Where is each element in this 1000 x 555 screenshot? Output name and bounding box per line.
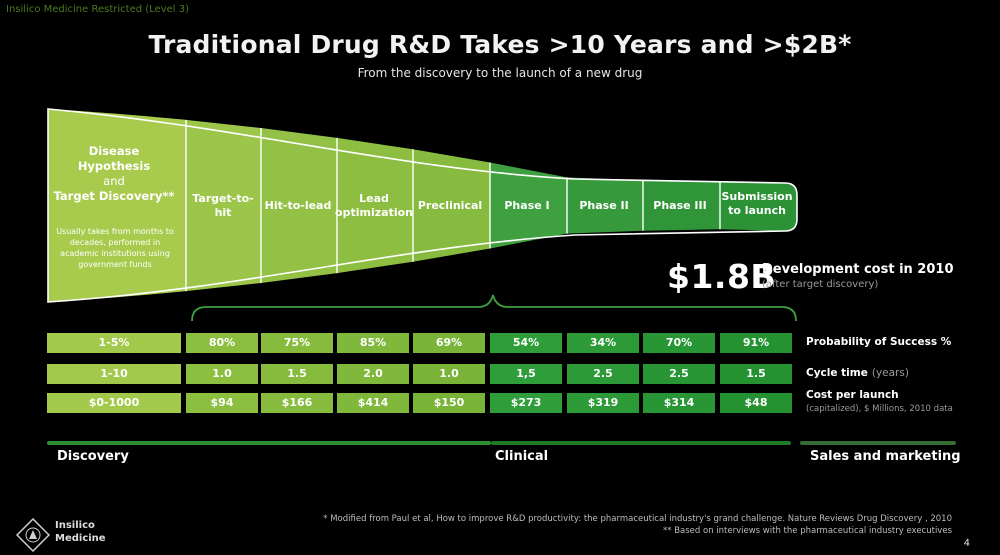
stage-label-6: Phase II — [579, 199, 629, 212]
discovery-phase-bar — [47, 441, 491, 445]
phase-clinical-label: Clinical — [495, 449, 549, 464]
metric-cell: $166 — [261, 393, 333, 413]
metric-cell: 2.5 — [567, 364, 639, 384]
stage-shape-3 — [337, 137, 413, 274]
restricted-label: Insilico Medicine Restricted (Level 3) — [6, 4, 189, 15]
stage-shape-8 — [720, 181, 797, 231]
metric-cell: 1.5 — [720, 364, 792, 384]
metric-cell: $48 — [720, 393, 792, 413]
metric-cell: 69% — [413, 333, 485, 353]
metric-cell: 2.0 — [337, 364, 409, 384]
metric-cell: $273 — [490, 393, 562, 413]
footnote-interviews: ** Based on interviews with the pharmace… — [663, 526, 952, 536]
metric-cell: 80% — [186, 333, 258, 353]
metric-cell: 2.5 — [643, 364, 715, 384]
stage-label-3: Lead optimization — [335, 192, 413, 219]
stage-shape-2 — [261, 128, 337, 283]
stage-disease-title: Disease Hypothesis and Target Discovery*… — [52, 144, 176, 204]
metric-first-cell: 1-10 — [47, 364, 181, 384]
clinical-phase-bar — [491, 441, 791, 445]
phase-sales-label: Sales and marketing — [810, 449, 961, 464]
metric-cell: $150 — [413, 393, 485, 413]
metric-cell: 34% — [567, 333, 639, 353]
metric-cell: 75% — [261, 333, 333, 353]
development-cost-title: Development cost in 2010 — [762, 262, 954, 277]
sales-phase-bar — [800, 441, 956, 445]
metric-row-label: Probability of Success % — [806, 336, 951, 348]
insilico-logo-icon — [16, 518, 50, 552]
stage-label-1: Target-to-hit — [192, 192, 254, 219]
metric-cell: $314 — [643, 393, 715, 413]
metric-cell: 1.0 — [186, 364, 258, 384]
metric-row-label-text: Cost per launch — [806, 389, 899, 401]
footnote-source: * Modified from Paul et al, How to impro… — [323, 514, 952, 524]
metric-row-label: Cost per launch — [806, 389, 899, 401]
metric-first-cell: 1-5% — [47, 333, 181, 353]
stage-disease-note: Usually takes from months to decades, pe… — [56, 227, 174, 269]
metric-first-cell: $0-1000 — [47, 393, 181, 413]
page-number: 4 — [963, 538, 970, 549]
metric-cell: 1.5 — [261, 364, 333, 384]
metric-row-label-text: Cycle time — [806, 367, 868, 379]
phase-discovery-label: Discovery — [57, 449, 129, 464]
stage-shape-4 — [413, 149, 490, 262]
metric-row-label-unit: (years) — [871, 367, 909, 379]
stage-label-2: Hit-to-lead — [264, 199, 332, 212]
metric-row-label: Cycle time (years) — [806, 367, 909, 379]
stage-disease-shape — [48, 109, 186, 302]
stage-disease-line1: Disease Hypothesis — [77, 144, 151, 173]
metric-cell: $94 — [186, 393, 258, 413]
stage-shape-6 — [567, 177, 643, 234]
metric-cell: 70% — [643, 333, 715, 353]
page-subtitle: From the discovery to the launch of a ne… — [357, 66, 643, 80]
stage-label-4: Preclinical — [417, 199, 483, 212]
metric-cell: 91% — [720, 333, 792, 353]
page-title: Traditional Drug R&D Takes >10 Years and… — [148, 30, 852, 59]
stage-label-8: Submission to launch — [721, 190, 793, 217]
logo-line2: Medicine — [55, 533, 106, 544]
metric-cell: 1,5 — [490, 364, 562, 384]
stage-disease-line2: and — [103, 174, 125, 188]
metric-cell: 85% — [337, 333, 409, 353]
stage-disease-line3: Target Discovery** — [53, 189, 175, 203]
metric-row-sublabel: (capitalized), $ Millions, 2010 data — [806, 404, 953, 414]
cost-brace — [191, 294, 797, 322]
stage-shape-1 — [186, 119, 261, 292]
metric-cell: 54% — [490, 333, 562, 353]
stage-shape-7 — [643, 180, 720, 231]
logo-line1: Insilico — [55, 520, 95, 531]
development-cost-subtitle: (after target discovery) — [762, 279, 879, 290]
stage-label-7: Phase III — [653, 199, 707, 212]
metric-cell: $319 — [567, 393, 639, 413]
metric-cell: 1.0 — [413, 364, 485, 384]
stage-shape-5 — [490, 162, 567, 249]
insilico-logo-text: Insilico Medicine — [55, 519, 106, 545]
metric-cell: $414 — [337, 393, 409, 413]
pipeline-funnel — [47, 108, 798, 303]
stage-label-5: Phase I — [504, 199, 550, 212]
development-cost-value: $1.8B — [667, 257, 777, 296]
metric-row-label-text: Probability of Success % — [806, 336, 952, 348]
